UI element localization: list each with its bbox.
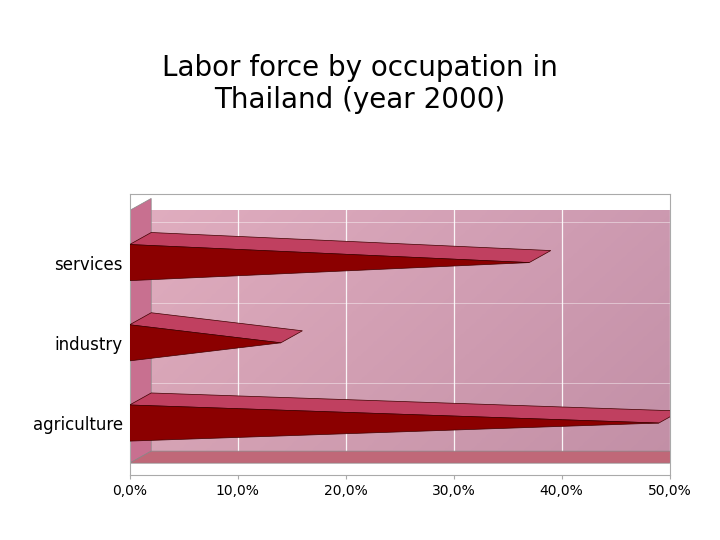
Polygon shape xyxy=(130,245,529,281)
Polygon shape xyxy=(130,233,551,262)
Polygon shape xyxy=(130,198,151,463)
Polygon shape xyxy=(130,325,281,361)
Polygon shape xyxy=(130,393,680,423)
Polygon shape xyxy=(130,451,691,463)
Polygon shape xyxy=(130,313,302,343)
Text: Labor force by occupation in
Thailand (year 2000): Labor force by occupation in Thailand (y… xyxy=(162,54,558,114)
Polygon shape xyxy=(130,405,659,441)
